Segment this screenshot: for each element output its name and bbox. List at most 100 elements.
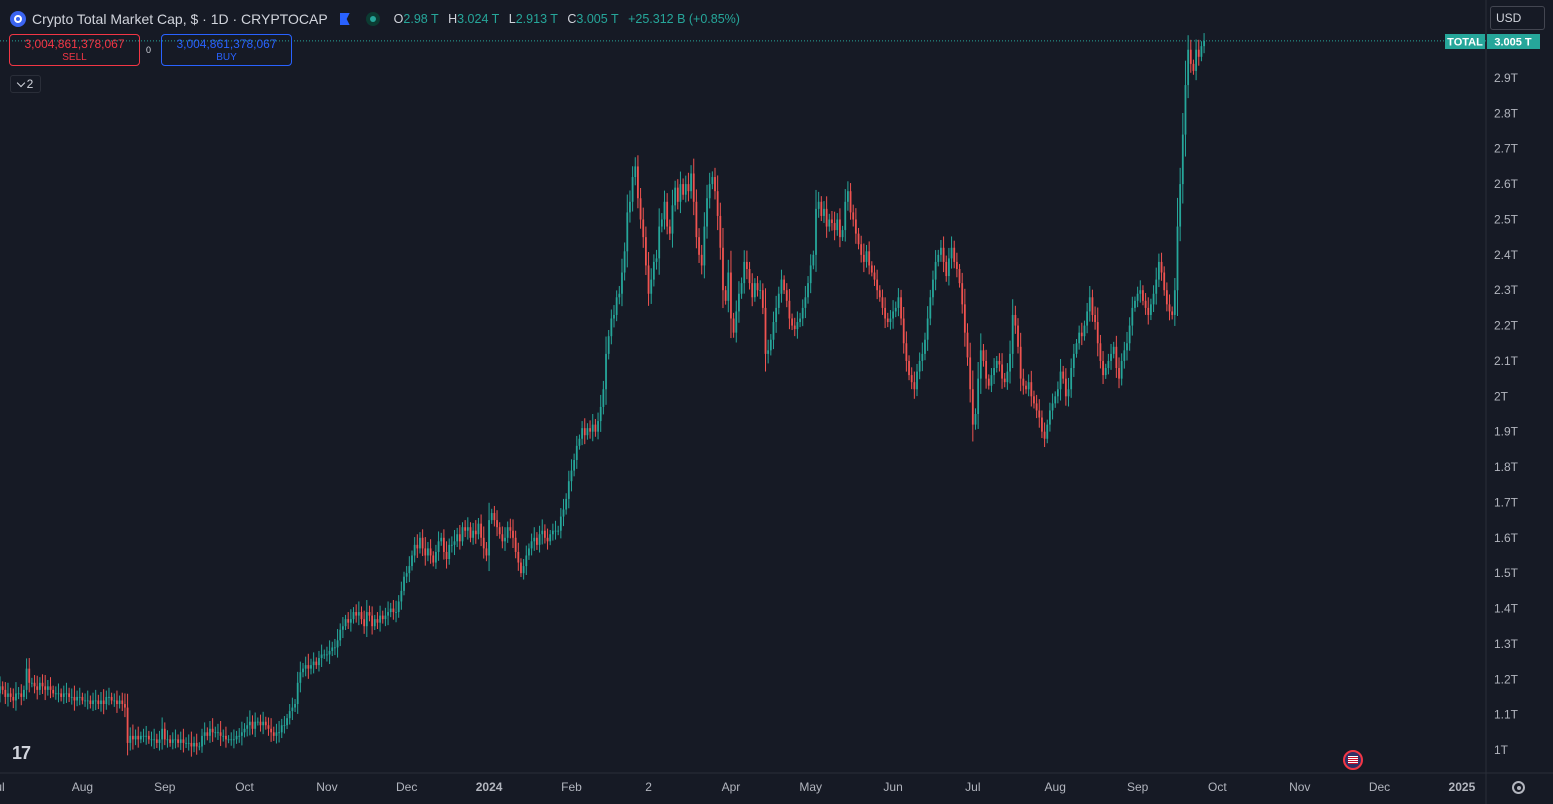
candle-body: [660, 219, 663, 227]
candle-body: [777, 293, 780, 308]
time-tick-label: Jul: [965, 780, 980, 794]
candle-body: [743, 261, 746, 284]
candle-body: [948, 258, 950, 277]
candle-body: [831, 219, 833, 224]
candle-body: [363, 619, 366, 627]
candle-body: [759, 290, 762, 292]
candle-body: [41, 682, 44, 687]
sell-button[interactable]: 3,004,861,378,067 SELL: [9, 34, 140, 66]
candle-body: [397, 601, 400, 613]
candle-body: [389, 608, 392, 613]
time-axis-ticks[interactable]: ul Aug Sep Oct Nov Dec 2024 Feb 2 Apr May Jun Jul Aug…: [0, 780, 1476, 794]
candle-body: [809, 265, 812, 284]
flag-icon[interactable]: [339, 13, 350, 25]
candle-body: [341, 626, 344, 630]
spread-value: 0: [146, 45, 152, 55]
price-tick-label: 2.1T: [1494, 354, 1519, 368]
price-tick-label: 2.4T: [1494, 248, 1519, 262]
candle-body: [578, 438, 581, 446]
candle-body: [714, 177, 716, 192]
candle-body: [1046, 424, 1049, 439]
time-tick-label: Feb: [561, 780, 582, 794]
candle-body: [940, 247, 942, 255]
price-axis-background[interactable]: [1486, 0, 1553, 773]
candle-body: [958, 268, 961, 284]
candle-body: [419, 537, 421, 549]
candle-body: [62, 693, 65, 697]
candle-body: [1187, 49, 1190, 86]
time-tick-label: Dec: [1369, 780, 1390, 794]
candle-body: [732, 318, 735, 333]
candle-body: [756, 283, 759, 291]
candle-body: [68, 693, 71, 697]
price-axis-ticks: 1T 1.1T 1.2T 1.3T 1.4T 1.5T 1.6T 1.7T 1.8T 1.9T 2T…: [1494, 71, 1519, 757]
candle-body: [36, 686, 39, 690]
candle-body: [1022, 378, 1025, 386]
sell-label: SELL: [62, 52, 87, 63]
candle-body: [557, 530, 560, 532]
candle-body: [1171, 311, 1174, 315]
candle-body: [671, 205, 674, 234]
candle-body: [177, 739, 179, 743]
candle-body: [1017, 325, 1019, 347]
tradingview-logo[interactable]: 17: [12, 743, 31, 763]
candle-body: [512, 530, 514, 538]
candle-body: [878, 290, 881, 298]
candle-body: [89, 700, 92, 705]
currency-selector[interactable]: USD: [1490, 6, 1545, 30]
candle-body: [1080, 332, 1083, 337]
price-tick-label: 1.5T: [1494, 566, 1519, 580]
indicators-toggle[interactable]: 2: [10, 75, 41, 93]
candle-body: [807, 283, 809, 298]
candle-body: [1147, 307, 1150, 315]
candle-body: [137, 735, 140, 740]
market-status-icon[interactable]: [365, 12, 380, 26]
indicators-count: 2: [26, 77, 34, 91]
candle-body: [1009, 353, 1011, 372]
candle-body: [1038, 410, 1041, 418]
candle-body: [934, 261, 937, 280]
candle-body: [336, 640, 339, 648]
candle-body: [836, 219, 839, 231]
us-flag-event-icon[interactable]: [1343, 750, 1363, 770]
candle-body: [953, 247, 956, 262]
candle-body: [1064, 378, 1067, 397]
candle-body: [270, 728, 273, 733]
candle-body: [102, 700, 105, 705]
price-tick-label: 1.2T: [1494, 672, 1519, 686]
candle-body: [668, 226, 671, 234]
candle-body: [278, 732, 280, 734]
chevron-down-icon: [16, 78, 25, 87]
symbol-price-label: TOTAL 3.005 T: [1445, 34, 1540, 49]
candle-body: [155, 739, 158, 743]
candle-body: [554, 530, 557, 532]
price-tick-label: 1.9T: [1494, 425, 1519, 439]
candle-body: [416, 544, 419, 549]
candle-body: [238, 735, 241, 737]
candle-body: [1001, 364, 1003, 379]
candle-body: [969, 357, 972, 390]
candle-body: [650, 279, 653, 294]
candle-body: [472, 530, 475, 538]
candle-body: [655, 258, 658, 262]
candle-body: [129, 735, 132, 743]
candle-body: [1003, 378, 1006, 383]
candle-body: [57, 693, 60, 695]
candle-body: [267, 725, 270, 729]
candle-body: [320, 654, 323, 659]
candle-body: [318, 658, 320, 666]
candle-body: [719, 215, 722, 248]
price-tick-label: 2.8T: [1494, 106, 1519, 120]
candle-body: [865, 251, 868, 262]
candle-body: [902, 318, 905, 344]
symbol-legend[interactable]: Crypto Total Market Cap, $ · 1D · CRYPTO…: [10, 9, 746, 29]
buy-button[interactable]: 3,004,861,378,067 BUY: [161, 34, 292, 66]
candle-body: [195, 742, 198, 747]
candle-body: [294, 704, 296, 708]
candle-body: [211, 728, 214, 733]
gear-icon[interactable]: [1512, 781, 1525, 794]
chart-title[interactable]: Crypto Total Market Cap, $ · 1D · CRYPTO…: [32, 11, 328, 27]
candle-body: [1197, 49, 1200, 57]
candle-body: [28, 668, 31, 683]
